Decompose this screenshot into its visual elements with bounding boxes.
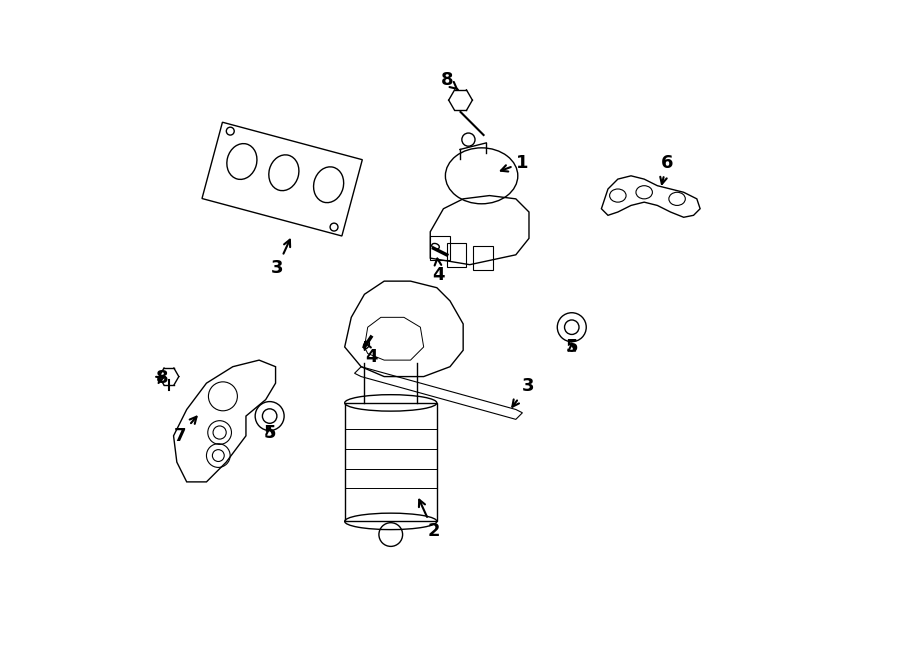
Text: 5: 5 [565, 338, 578, 356]
Text: 3: 3 [271, 240, 290, 277]
Text: 4: 4 [433, 258, 446, 284]
Text: 2: 2 [418, 500, 440, 540]
Text: 1: 1 [501, 153, 528, 172]
Text: 3: 3 [512, 377, 534, 407]
Text: 8: 8 [440, 71, 458, 90]
Text: 6: 6 [661, 153, 673, 184]
Text: 4: 4 [364, 342, 377, 366]
Text: 5: 5 [264, 424, 276, 442]
Text: 7: 7 [174, 416, 196, 445]
Text: 8: 8 [156, 369, 168, 387]
